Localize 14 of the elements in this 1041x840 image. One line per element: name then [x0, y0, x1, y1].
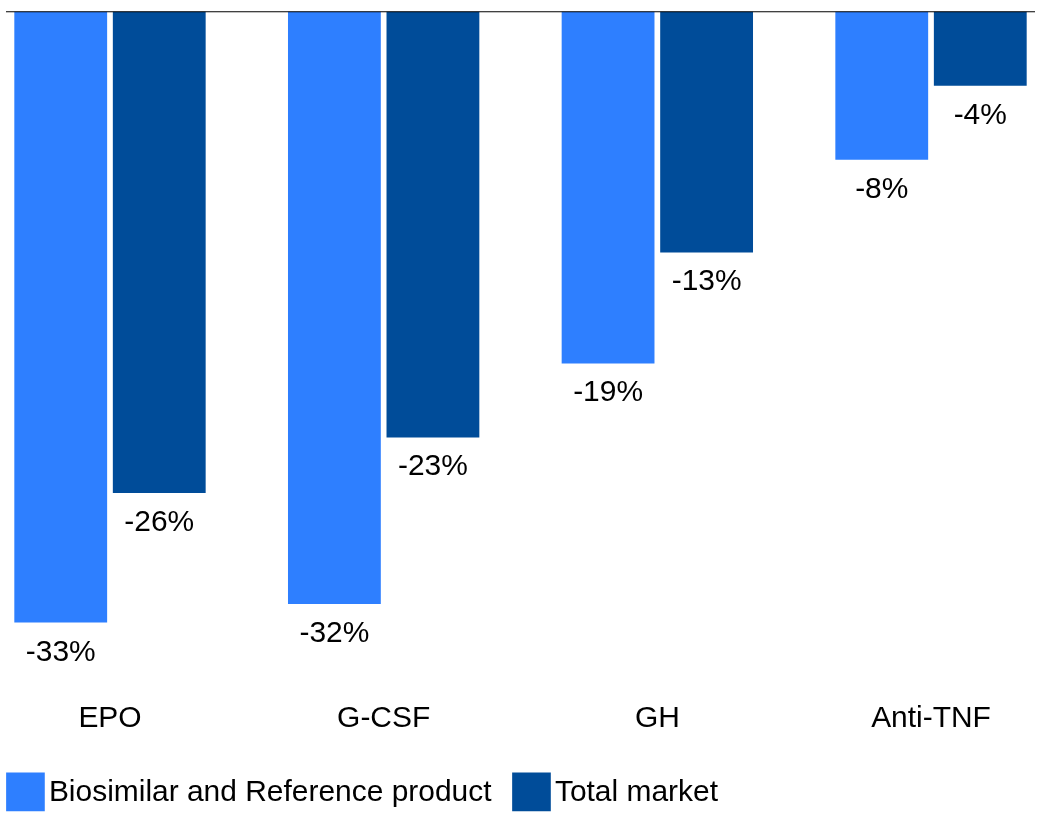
legend-label: Biosimilar and Reference product — [48, 773, 493, 807]
data-label: -19% — [573, 374, 644, 408]
x-tick-label: G-CSF — [337, 699, 431, 733]
data-label: -8% — [855, 170, 909, 204]
x-tick-label: EPO — [78, 699, 142, 733]
data-label: -26% — [124, 503, 195, 537]
data-label: -23% — [397, 448, 468, 482]
legend-label: Total market — [554, 773, 719, 807]
data-label: -13% — [671, 263, 742, 297]
x-tick-label: Anti-TNF — [871, 699, 991, 733]
data-label: -4% — [953, 96, 1007, 130]
data-label: -33% — [25, 633, 96, 667]
x-tick-label: GH — [634, 699, 680, 733]
data-label: -32% — [299, 615, 370, 649]
